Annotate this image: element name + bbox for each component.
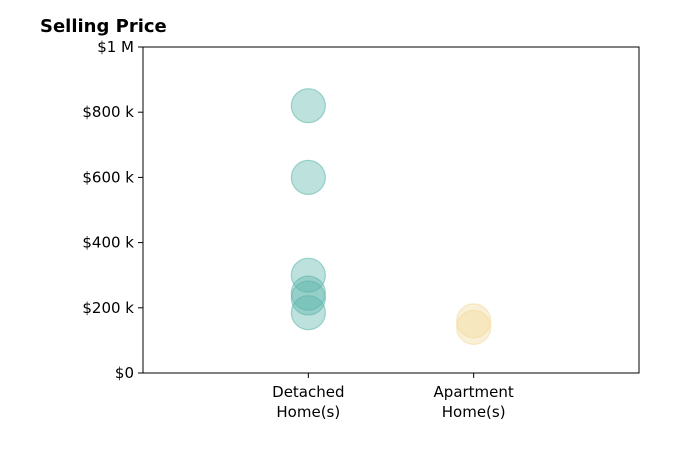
x-tick-label: Detached Home(s) xyxy=(272,383,344,421)
y-tick-label: $200 k xyxy=(82,299,134,317)
data-point xyxy=(290,275,326,311)
data-point xyxy=(290,88,326,124)
y-tick-label: $1 M xyxy=(97,38,134,56)
data-point xyxy=(290,280,326,316)
y-tick-label: $600 k xyxy=(82,168,134,186)
y-tick-label: $0 xyxy=(115,364,134,382)
data-point xyxy=(290,295,326,331)
y-tick-label: $800 k xyxy=(82,103,134,121)
data-point xyxy=(290,159,326,195)
chart-title: Selling Price xyxy=(40,16,167,37)
plot-frame xyxy=(142,46,640,374)
data-point xyxy=(456,309,492,345)
x-tick-label: Apartment Home(s) xyxy=(434,383,514,421)
y-tick-label: $400 k xyxy=(82,234,134,252)
